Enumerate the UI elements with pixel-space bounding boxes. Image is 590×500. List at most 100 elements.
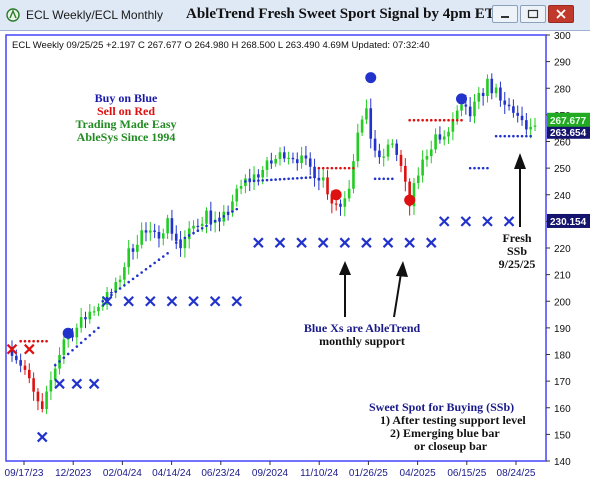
- candle-body: [174, 233, 178, 241]
- trend-dot: [118, 287, 122, 290]
- candle-body: [149, 230, 152, 233]
- price-chart[interactable]: 1401501601701801902002102202302402502602…: [0, 31, 590, 500]
- candle-body: [187, 228, 191, 240]
- trend-dot: [53, 363, 57, 367]
- maximize-button[interactable]: [520, 5, 546, 23]
- trend-dot: [347, 166, 351, 170]
- candle-body: [300, 155, 303, 164]
- ssb-line: 2) Emerging blue bar: [390, 426, 500, 440]
- candle-body: [40, 401, 44, 409]
- trend-dot: [179, 238, 182, 242]
- candle-body: [399, 154, 403, 166]
- candle-body: [196, 225, 200, 228]
- signal-dot: [404, 194, 416, 206]
- candle-body: [386, 144, 390, 157]
- minimize-button[interactable]: [492, 5, 518, 23]
- support-x-marker: [36, 431, 48, 443]
- trend-dot: [278, 178, 282, 181]
- legend-line: Sell on Red: [97, 104, 155, 118]
- trend-dot: [438, 118, 442, 122]
- trend-dot: [473, 166, 476, 170]
- trend-dot: [45, 339, 48, 343]
- sell-x-marker: [6, 343, 18, 355]
- candle-body: [287, 157, 290, 160]
- candle-body: [455, 110, 459, 120]
- trend-dot: [153, 261, 156, 265]
- trend-dot: [32, 339, 35, 343]
- trend-dot: [455, 118, 459, 122]
- support-x-marker: [339, 237, 351, 248]
- candle-body: [19, 360, 22, 366]
- candle-body: [481, 92, 485, 97]
- trend-dot: [499, 134, 502, 138]
- candle-body: [278, 152, 282, 159]
- trend-dot: [330, 166, 334, 170]
- support-x-marker: [88, 378, 100, 390]
- candle-body: [486, 78, 489, 97]
- candle-body: [391, 143, 394, 145]
- trend-dot: [75, 345, 79, 348]
- trend-dot: [373, 177, 377, 181]
- trend-dot: [149, 264, 152, 268]
- close-button[interactable]: [548, 5, 574, 23]
- x-tick-label: 06/15/25: [447, 468, 486, 479]
- trend-dot: [213, 219, 217, 223]
- candle-body: [378, 150, 381, 158]
- candle-body: [92, 311, 96, 313]
- candle-body: [166, 218, 169, 234]
- arrow-head: [514, 153, 526, 169]
- trend-dot: [516, 134, 520, 138]
- trend-dot: [481, 166, 485, 170]
- candle-body: [356, 132, 360, 162]
- trend-dot: [187, 234, 191, 237]
- trend-dot: [460, 118, 463, 122]
- candle-body: [49, 380, 53, 392]
- trend-dot: [408, 118, 411, 122]
- candle-body: [460, 104, 463, 111]
- candle-body: [321, 177, 325, 181]
- trend-dot: [140, 271, 143, 274]
- trend-dot: [447, 118, 450, 122]
- candle-body: [373, 138, 377, 151]
- sell-x-marker: [24, 343, 35, 355]
- candle-body: [421, 159, 424, 176]
- y-tick-label: 300: [554, 31, 571, 42]
- support-x-marker: [460, 216, 472, 227]
- support-x-marker: [296, 237, 307, 248]
- trend-dot: [205, 224, 208, 228]
- y-tick-label: 250: [554, 164, 571, 175]
- trend-dot: [520, 134, 524, 138]
- candle-body: [365, 108, 368, 120]
- trend-dot: [429, 118, 433, 122]
- candle-body: [507, 104, 511, 107]
- candle-body: [434, 134, 437, 150]
- trend-dot: [343, 166, 347, 170]
- candle-body: [442, 136, 446, 140]
- trend-dot: [412, 118, 416, 122]
- trend-dot: [248, 179, 252, 183]
- support-x-marker: [425, 237, 437, 248]
- support-x-marker: [253, 237, 264, 248]
- trend-dot: [257, 179, 260, 182]
- ssb-title: Sweet Spot for Buying (SSb): [369, 400, 514, 414]
- candle-body: [209, 210, 213, 224]
- y-tick-label: 290: [554, 58, 571, 69]
- candle-body: [451, 119, 455, 132]
- candle-body: [10, 349, 14, 356]
- x-tick-label: 09/17/23: [5, 468, 44, 479]
- support-x-marker: [482, 216, 493, 227]
- trend-dot: [36, 339, 40, 343]
- candle-body: [183, 239, 187, 249]
- trend-dot: [131, 277, 135, 281]
- candle-body: [369, 108, 373, 139]
- close-price-label: 267.677: [550, 116, 587, 127]
- candle-body: [529, 126, 532, 130]
- candle-body: [343, 198, 347, 207]
- trend-dot: [421, 118, 424, 122]
- candle-body: [261, 169, 264, 178]
- candle-body: [23, 365, 27, 370]
- candle-body: [494, 87, 498, 94]
- trend-dot: [317, 166, 321, 170]
- trend-dot: [529, 134, 532, 138]
- trend-dot: [40, 339, 44, 343]
